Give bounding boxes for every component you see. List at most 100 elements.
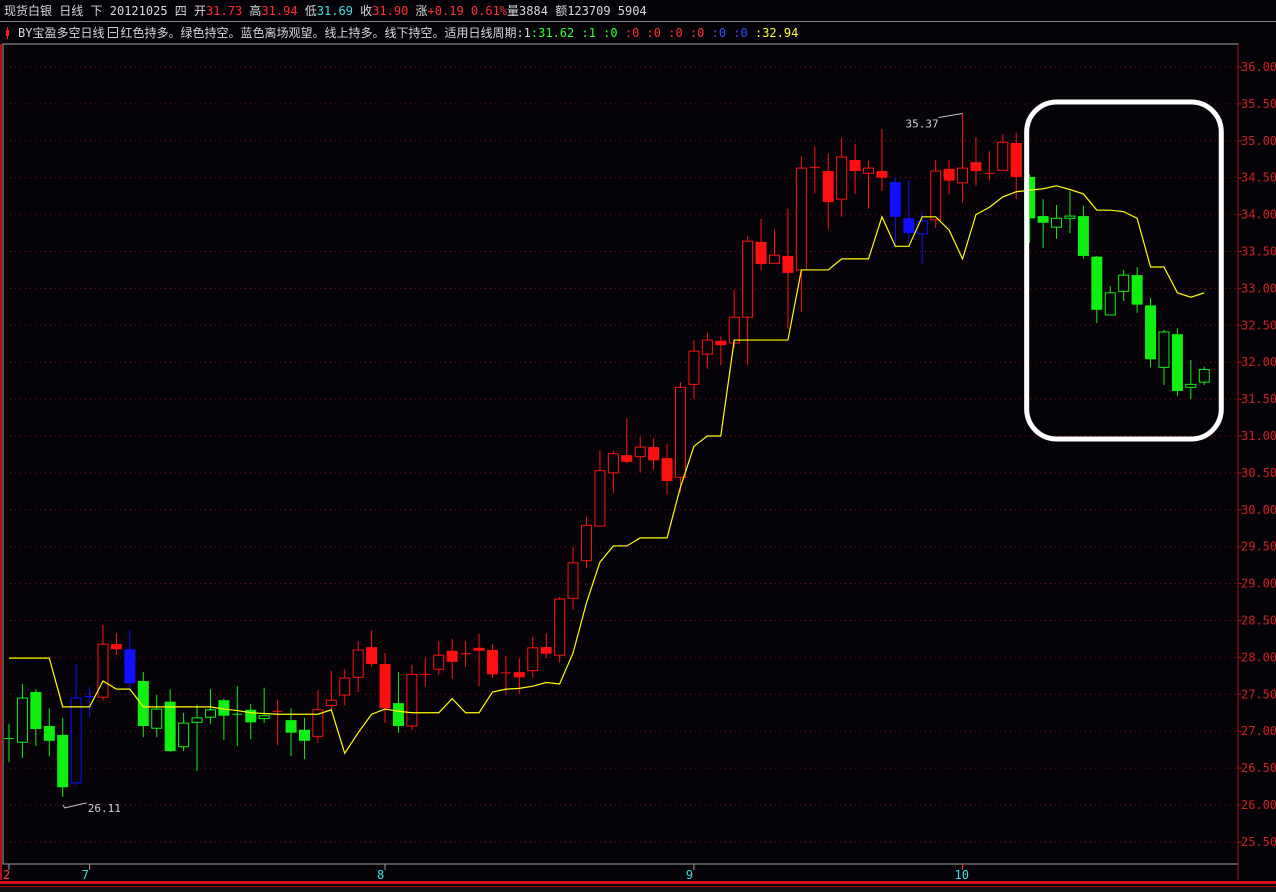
candle-body bbox=[688, 350, 700, 385]
candle bbox=[1077, 205, 1089, 259]
candle-body bbox=[580, 524, 592, 562]
candle-body bbox=[876, 171, 888, 178]
x-tick-label: 7 bbox=[82, 868, 89, 882]
candle-body bbox=[339, 677, 351, 696]
candle bbox=[124, 630, 136, 693]
candle bbox=[822, 153, 834, 230]
candle-body bbox=[836, 156, 848, 200]
close-value: 31.90 bbox=[372, 4, 409, 18]
candle bbox=[1198, 366, 1210, 386]
indicator-value: :0 bbox=[646, 26, 669, 40]
candle bbox=[420, 658, 431, 687]
candle-body bbox=[433, 654, 445, 670]
y-tick-label: 33.50 bbox=[1241, 245, 1276, 259]
candle bbox=[675, 382, 686, 493]
indicator-value: :0 bbox=[668, 26, 690, 40]
candle bbox=[433, 641, 445, 676]
annotation-leader bbox=[62, 802, 87, 809]
candle-body bbox=[30, 692, 42, 729]
candle bbox=[500, 655, 511, 695]
candle bbox=[809, 146, 820, 194]
indicator-name[interactable]: BY宝盈多空日线 bbox=[18, 26, 105, 40]
candle-body bbox=[594, 470, 606, 527]
candle bbox=[742, 236, 754, 366]
x-tick-label: 9 bbox=[686, 868, 693, 882]
candle-body bbox=[849, 159, 861, 172]
candle bbox=[325, 670, 337, 710]
candle-body bbox=[728, 316, 740, 344]
candle-body bbox=[352, 649, 364, 678]
candle bbox=[258, 687, 270, 724]
indicator-value: :1 bbox=[581, 26, 604, 40]
candle bbox=[298, 717, 310, 760]
candle bbox=[406, 664, 418, 730]
candle-body bbox=[661, 458, 673, 482]
open-value: 31.73 bbox=[206, 4, 243, 18]
y-tick-label: 29.00 bbox=[1241, 577, 1276, 591]
candle bbox=[30, 689, 42, 746]
candle-body bbox=[70, 697, 82, 784]
y-tick-label: 34.50 bbox=[1241, 171, 1276, 185]
candlestick-icon[interactable] bbox=[6, 27, 10, 39]
candle-body bbox=[191, 717, 203, 723]
candle bbox=[486, 644, 498, 679]
indicator-values: :31.62 :1 :0 :0 :0 :0 :0 :0 :0 :32.94 bbox=[531, 26, 798, 40]
candle-body bbox=[446, 650, 458, 662]
volume-label: 量 bbox=[507, 4, 520, 18]
candle bbox=[1158, 329, 1170, 386]
low-annotation: 26.11 bbox=[88, 802, 121, 815]
candle bbox=[446, 638, 458, 679]
candle bbox=[57, 717, 69, 797]
candle-body bbox=[822, 171, 834, 203]
candle-body bbox=[1024, 176, 1036, 219]
candle bbox=[110, 633, 122, 656]
y-tick-label: 35.50 bbox=[1241, 97, 1276, 111]
bottom-toolbar bbox=[0, 886, 1276, 892]
amount-value: 123709 5904 bbox=[567, 4, 647, 18]
indicator-value: :32.94 bbox=[754, 26, 799, 40]
candle bbox=[621, 418, 633, 464]
candle bbox=[701, 332, 713, 369]
candle-body bbox=[151, 708, 163, 729]
quote-header: 现货白银 日线 下 20121025 四 开31.73 高31.94 低31.6… bbox=[0, 0, 1276, 22]
signal-line bbox=[9, 185, 1205, 755]
collapse-box-icon[interactable] bbox=[108, 27, 119, 38]
candle bbox=[218, 698, 230, 741]
candle bbox=[580, 517, 592, 569]
candle-body bbox=[486, 650, 498, 675]
period-label[interactable]: 日线 bbox=[59, 4, 84, 18]
candle-body bbox=[164, 701, 176, 752]
candle bbox=[755, 219, 767, 271]
candle-body bbox=[957, 167, 969, 184]
y-tick-label: 28.50 bbox=[1241, 614, 1276, 628]
y-tick-label: 26.50 bbox=[1241, 761, 1276, 775]
candle bbox=[728, 289, 740, 349]
candle bbox=[527, 636, 539, 678]
y-tick-label: 25.50 bbox=[1241, 835, 1276, 849]
candle bbox=[1037, 199, 1049, 248]
candle-body bbox=[715, 340, 727, 346]
candle-body bbox=[325, 699, 337, 706]
candle bbox=[164, 689, 176, 752]
candle bbox=[178, 712, 190, 752]
candle-body bbox=[970, 162, 982, 172]
candle bbox=[352, 641, 364, 693]
x-tick-label: 8 bbox=[377, 868, 384, 882]
close-label: 收 bbox=[360, 4, 373, 18]
candle bbox=[16, 683, 28, 758]
candle-body bbox=[701, 339, 713, 355]
candle-body bbox=[1131, 275, 1143, 305]
y-tick-label: 26.00 bbox=[1241, 798, 1276, 812]
candle-body bbox=[124, 649, 136, 684]
symbol-name: 现货白银 bbox=[4, 4, 53, 18]
candle bbox=[554, 596, 566, 663]
weekday-value: 四 bbox=[174, 4, 187, 18]
candle bbox=[1185, 359, 1197, 400]
candle bbox=[634, 436, 646, 473]
y-tick-label: 33.00 bbox=[1241, 281, 1276, 295]
candle-body bbox=[675, 386, 686, 478]
candle bbox=[285, 708, 297, 757]
candle-body bbox=[473, 647, 485, 651]
change-value: +0.19 bbox=[427, 4, 464, 18]
